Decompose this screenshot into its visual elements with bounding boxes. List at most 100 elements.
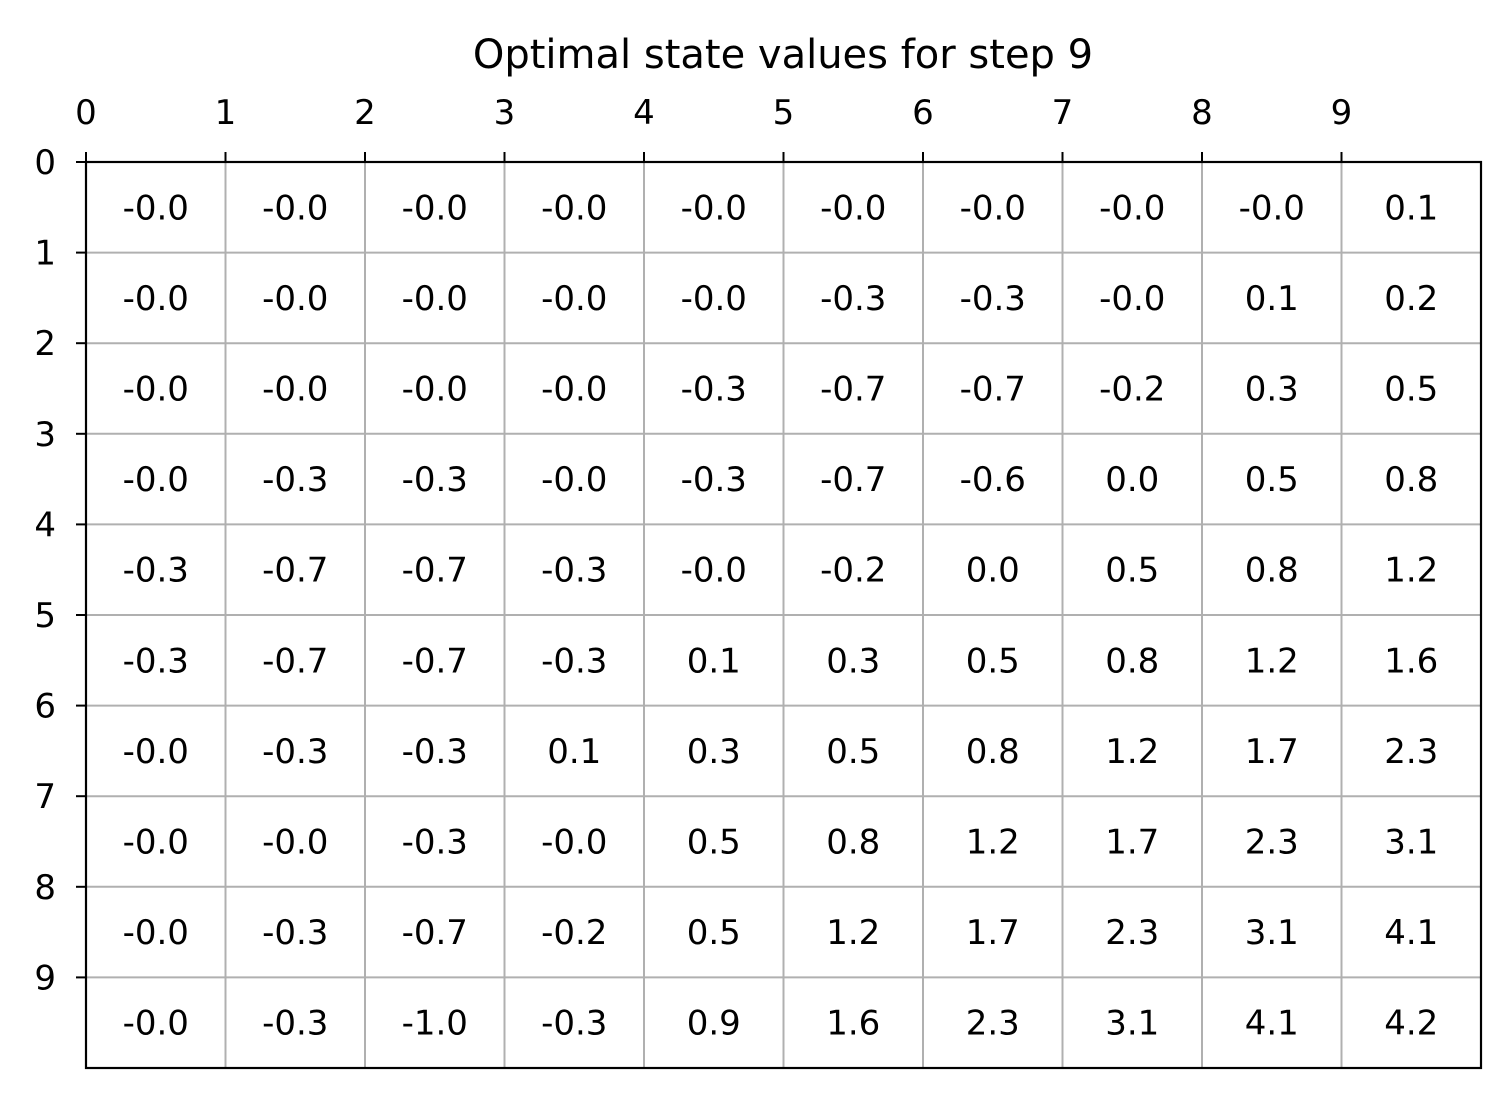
cell-value-r8-c2: -0.7 bbox=[402, 913, 468, 953]
y-tick-label: 5 bbox=[34, 596, 56, 636]
cell-value-r4-c7: 0.5 bbox=[1105, 551, 1159, 591]
cell-value-r5-c2: -0.7 bbox=[402, 641, 468, 681]
cell-value-r9-c9: 4.2 bbox=[1384, 1004, 1438, 1044]
x-tick-label: 6 bbox=[912, 93, 934, 133]
cell-value-r8-c0: -0.0 bbox=[123, 913, 189, 953]
cell-value-r3-c4: -0.3 bbox=[681, 460, 747, 500]
x-tick-label: 7 bbox=[1052, 93, 1074, 133]
y-tick-label: 9 bbox=[34, 958, 56, 998]
cell-value-r1-c4: -0.0 bbox=[681, 279, 747, 319]
y-tick-label: 4 bbox=[34, 505, 56, 545]
cell-value-r2-c8: 0.3 bbox=[1245, 370, 1299, 410]
cell-value-r5-c4: 0.1 bbox=[687, 641, 741, 681]
cell-value-r8-c3: -0.2 bbox=[541, 913, 607, 953]
cell-value-r4-c0: -0.3 bbox=[123, 551, 189, 591]
cell-value-r7-c8: 2.3 bbox=[1245, 823, 1299, 863]
cell-value-r9-c0: -0.0 bbox=[123, 1004, 189, 1044]
cell-value-r0-c5: -0.0 bbox=[820, 188, 886, 228]
x-tick-label: 5 bbox=[773, 93, 795, 133]
cell-value-r8-c7: 2.3 bbox=[1105, 913, 1159, 953]
cell-value-r7-c0: -0.0 bbox=[123, 823, 189, 863]
cell-value-r3-c0: -0.0 bbox=[123, 460, 189, 500]
cell-value-r7-c3: -0.0 bbox=[541, 823, 607, 863]
cell-value-r1-c5: -0.3 bbox=[820, 279, 886, 319]
cell-value-r9-c6: 2.3 bbox=[966, 1004, 1020, 1044]
cell-value-r9-c8: 4.1 bbox=[1245, 1004, 1299, 1044]
cell-value-r3-c1: -0.3 bbox=[262, 460, 328, 500]
cell-value-r8-c6: 1.7 bbox=[966, 913, 1020, 953]
x-tick-label: 2 bbox=[354, 93, 376, 133]
cell-value-r7-c1: -0.0 bbox=[262, 823, 328, 863]
cell-value-r8-c8: 3.1 bbox=[1245, 913, 1299, 953]
cell-value-r0-c3: -0.0 bbox=[541, 188, 607, 228]
cell-value-r1-c6: -0.3 bbox=[960, 279, 1026, 319]
cell-value-r8-c4: 0.5 bbox=[687, 913, 741, 953]
y-tick-label: 0 bbox=[34, 143, 56, 183]
cell-value-r5-c9: 1.6 bbox=[1384, 641, 1438, 681]
cell-value-r6-c5: 0.5 bbox=[826, 732, 880, 772]
cell-value-r2-c4: -0.3 bbox=[681, 370, 747, 410]
cell-value-r2-c7: -0.2 bbox=[1099, 370, 1165, 410]
cell-value-r4-c2: -0.7 bbox=[402, 551, 468, 591]
cell-value-r4-c8: 0.8 bbox=[1245, 551, 1299, 591]
cell-value-r6-c6: 0.8 bbox=[966, 732, 1020, 772]
cell-value-r6-c1: -0.3 bbox=[262, 732, 328, 772]
cell-value-r2-c2: -0.0 bbox=[402, 370, 468, 410]
cell-value-r6-c3: 0.1 bbox=[547, 732, 601, 772]
y-tick-label: 6 bbox=[34, 687, 56, 727]
cell-value-r9-c2: -1.0 bbox=[402, 1004, 468, 1044]
cell-value-r7-c4: 0.5 bbox=[687, 823, 741, 863]
cell-value-r9-c5: 1.6 bbox=[826, 1004, 880, 1044]
cell-value-r6-c7: 1.2 bbox=[1105, 732, 1159, 772]
x-tick-label: 1 bbox=[215, 93, 237, 133]
cell-value-r0-c0: -0.0 bbox=[123, 188, 189, 228]
cell-value-r2-c3: -0.0 bbox=[541, 370, 607, 410]
y-tick-label: 8 bbox=[34, 868, 56, 908]
cell-value-r8-c9: 4.1 bbox=[1384, 913, 1438, 953]
cell-value-r4-c6: 0.0 bbox=[966, 551, 1020, 591]
cell-value-r5-c0: -0.3 bbox=[123, 641, 189, 681]
cell-value-r0-c4: -0.0 bbox=[681, 188, 747, 228]
cell-value-r0-c1: -0.0 bbox=[262, 188, 328, 228]
cell-value-r4-c9: 1.2 bbox=[1384, 551, 1438, 591]
cell-value-r1-c3: -0.0 bbox=[541, 279, 607, 319]
cell-value-r5-c3: -0.3 bbox=[541, 641, 607, 681]
cell-value-r4-c1: -0.7 bbox=[262, 551, 328, 591]
cell-value-r0-c9: 0.1 bbox=[1384, 188, 1438, 228]
cell-value-r2-c9: 0.5 bbox=[1384, 370, 1438, 410]
cell-value-r3-c3: -0.0 bbox=[541, 460, 607, 500]
cell-value-r3-c7: 0.0 bbox=[1105, 460, 1159, 500]
y-tick-label: 7 bbox=[34, 777, 56, 817]
cell-value-r2-c1: -0.0 bbox=[262, 370, 328, 410]
cell-value-r9-c4: 0.9 bbox=[687, 1004, 741, 1044]
axes: 0 1 2 3 4 5 6 7 8 9 0 1 2 3 4 5 6 7 8 9 bbox=[34, 93, 1483, 1070]
cell-value-r5-c1: -0.7 bbox=[262, 641, 328, 681]
cell-value-r7-c7: 1.7 bbox=[1105, 823, 1159, 863]
cell-value-r4-c3: -0.3 bbox=[541, 551, 607, 591]
cell-value-r5-c6: 0.5 bbox=[966, 641, 1020, 681]
cell-value-r4-c5: -0.2 bbox=[820, 551, 886, 591]
x-tick-label: 4 bbox=[633, 93, 655, 133]
y-tick-label: 1 bbox=[34, 234, 56, 274]
cell-value-r5-c5: 0.3 bbox=[826, 641, 880, 681]
y-tick-label: 2 bbox=[34, 324, 56, 364]
cell-value-r8-c5: 1.2 bbox=[826, 913, 880, 953]
cell-value-r0-c2: -0.0 bbox=[402, 188, 468, 228]
cell-value-r8-c1: -0.3 bbox=[262, 913, 328, 953]
cell-value-r7-c6: 1.2 bbox=[966, 823, 1020, 863]
cell-value-r3-c2: -0.3 bbox=[402, 460, 468, 500]
cell-value-r1-c2: -0.0 bbox=[402, 279, 468, 319]
cell-value-r1-c1: -0.0 bbox=[262, 279, 328, 319]
y-tick-label: 3 bbox=[34, 415, 56, 455]
cell-value-r7-c2: -0.3 bbox=[402, 823, 468, 863]
x-tick-label: 3 bbox=[494, 93, 516, 133]
cell-value-r5-c8: 1.2 bbox=[1245, 641, 1299, 681]
cell-value-r9-c1: -0.3 bbox=[262, 1004, 328, 1044]
cell-value-r2-c5: -0.7 bbox=[820, 370, 886, 410]
grid-lines bbox=[86, 162, 1481, 1068]
cell-value-r1-c9: 0.2 bbox=[1384, 279, 1438, 319]
cell-value-r6-c4: 0.3 bbox=[687, 732, 741, 772]
x-tick-label: 0 bbox=[75, 93, 97, 133]
cell-value-r0-c6: -0.0 bbox=[960, 188, 1026, 228]
